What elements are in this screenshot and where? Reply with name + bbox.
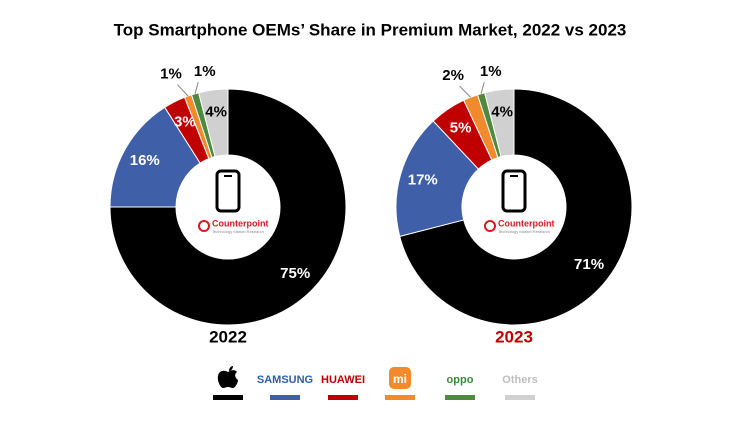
year-label: 2023 — [495, 327, 533, 346]
legend-label: Others — [502, 374, 537, 386]
legend-swatch — [445, 395, 475, 400]
data-label: 5% — [450, 119, 472, 136]
legend-swatch — [505, 395, 535, 400]
chart-title: Top Smartphone OEMs’ Share in Premium Ma… — [114, 20, 627, 39]
legend-swatch — [328, 395, 358, 400]
legend-label: SAMSUNG — [257, 374, 313, 386]
donut-slice — [198, 88, 229, 158]
data-label: 17% — [408, 171, 438, 188]
data-label: 75% — [280, 265, 310, 282]
legend-swatch — [270, 395, 300, 400]
watermark-logo — [198, 220, 210, 232]
legend-label: mi — [393, 372, 407, 386]
data-label: 16% — [130, 152, 160, 169]
data-label: 4% — [491, 104, 513, 121]
leader-line — [177, 84, 189, 97]
donut-slice — [109, 88, 347, 326]
data-label: 1% — [480, 63, 502, 80]
data-label: 1% — [194, 63, 216, 80]
legend-label: oppo — [447, 374, 474, 386]
leader-line — [480, 82, 485, 94]
data-label: 4% — [205, 104, 227, 121]
donut-hole — [177, 156, 279, 258]
legend-badge — [389, 367, 411, 389]
data-label: 71% — [574, 256, 604, 273]
legend-swatch — [385, 395, 415, 400]
legend-icon — [217, 366, 238, 388]
year-label: 2022 — [209, 327, 247, 346]
watermark-name: Counterpoint — [498, 218, 555, 228]
watermark-name: Counterpoint — [212, 218, 269, 228]
donut-hole — [463, 156, 565, 258]
leader-line — [459, 85, 471, 98]
phone-icon — [501, 169, 527, 213]
watermark-tagline: Technology Market Research — [212, 229, 264, 234]
phone-icon — [215, 169, 241, 213]
watermark-logo — [484, 220, 496, 232]
legend-label: HUAWEI — [321, 374, 365, 386]
donut-slice — [109, 106, 201, 208]
legend-swatch — [213, 395, 243, 400]
data-label: 2% — [442, 67, 464, 84]
donut-slice — [399, 88, 633, 326]
donut-slice — [484, 88, 515, 158]
leader-line — [194, 82, 199, 94]
data-label: 1% — [160, 66, 182, 83]
data-label: 3% — [174, 113, 196, 130]
watermark-tagline: Technology Market Research — [498, 229, 550, 234]
